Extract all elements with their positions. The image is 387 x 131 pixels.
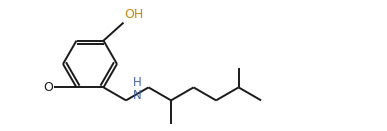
Text: OH: OH [125,8,144,21]
Text: N: N [133,89,142,102]
Text: H: H [133,76,142,89]
Text: O: O [43,81,53,94]
